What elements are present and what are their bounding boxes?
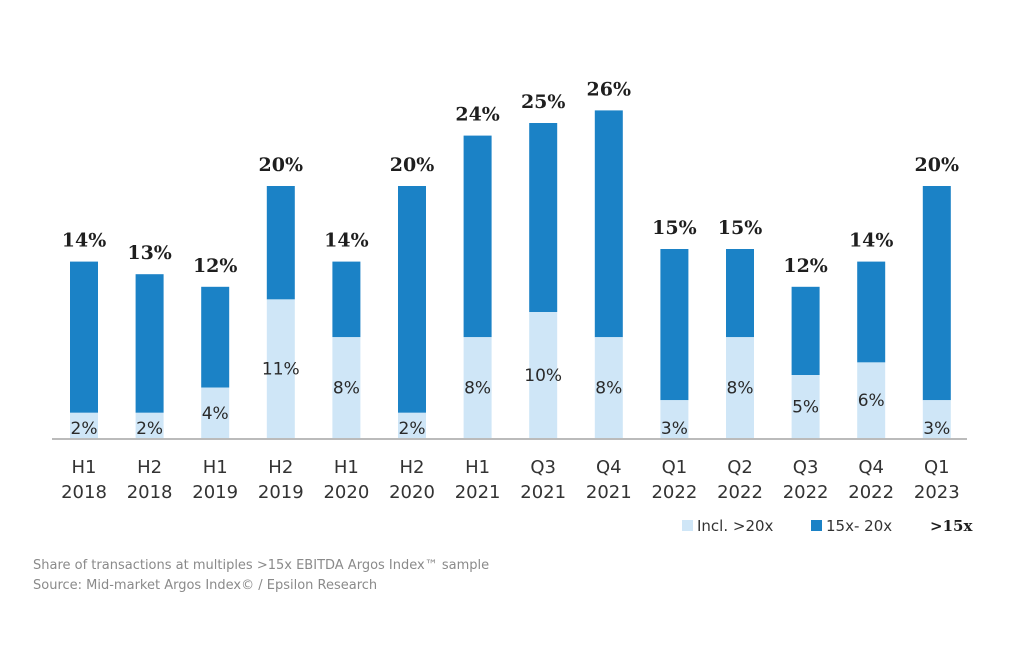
bar-segment-15x-20x	[463, 135, 492, 338]
segment-label: 8%	[333, 379, 360, 399]
total-label: 14%	[62, 230, 107, 252]
bar-segment-incl-20x	[332, 337, 361, 438]
x-tick-label-year: 2022	[783, 482, 829, 503]
x-tick-label-period: H2	[400, 457, 425, 478]
total-label: 25%	[521, 91, 566, 113]
segment-label: 8%	[595, 379, 622, 399]
total-label: 15%	[718, 217, 763, 239]
total-label: 13%	[127, 242, 172, 264]
bar-segment-incl-20x	[398, 412, 426, 438]
x-tick-label-period: Q4	[596, 457, 622, 478]
bar-segment-incl-20x	[201, 387, 230, 438]
total-label: 20%	[259, 154, 304, 176]
total-label: 26%	[587, 78, 632, 100]
x-tick-label-period: Q3	[530, 457, 556, 478]
segment-label: 8%	[727, 379, 754, 399]
total-label: 24%	[455, 104, 500, 126]
x-tick-label-year: 2019	[258, 482, 304, 503]
segment-label: 10%	[524, 366, 562, 386]
x-tick-label-year: 2022	[717, 482, 763, 503]
bar-segment-15x-20x	[398, 186, 426, 413]
x-tick-label-year: 2018	[61, 482, 107, 503]
x-tick-label-period: H1	[203, 457, 228, 478]
bar-segment-15x-20x	[857, 261, 886, 363]
x-tick-label-period: Q2	[727, 457, 753, 478]
legend-swatch-incl-20x	[682, 520, 693, 531]
total-label: 20%	[390, 154, 435, 176]
bar-segment-15x-20x	[726, 249, 754, 338]
bar-segment-incl-20x	[266, 299, 295, 438]
bar-segment-15x-20x	[660, 249, 689, 401]
x-tick-label-year: 2022	[651, 482, 697, 503]
segment-label: 3%	[661, 419, 688, 439]
total-label: 20%	[915, 154, 960, 176]
legend-label-incl-20x: Incl. >20x	[697, 517, 774, 535]
bar-segment-incl-20x	[135, 412, 164, 438]
legend-label-total: >15x	[930, 517, 973, 535]
total-label: 12%	[783, 255, 828, 277]
x-tick-label-year: 2018	[127, 482, 173, 503]
bar-segment-incl-20x	[922, 400, 951, 438]
segment-label: 11%	[262, 360, 300, 380]
x-tick-label-period: H1	[465, 457, 490, 478]
x-tick-label-year: 2021	[520, 482, 566, 503]
total-label: 15%	[652, 217, 697, 239]
bar-segment-15x-20x	[135, 274, 164, 413]
x-tick-label-period: H1	[334, 457, 359, 478]
x-tick-label-period: H1	[72, 457, 97, 478]
segment-label: 3%	[923, 419, 950, 439]
x-tick-label-year: 2022	[848, 482, 894, 503]
x-tick-label-period: H2	[268, 457, 293, 478]
bar-segment-incl-20x	[529, 312, 558, 438]
x-tick-label-year: 2021	[586, 482, 632, 503]
legend-swatch-15x-20x	[811, 520, 822, 531]
x-tick-label-year: 2021	[455, 482, 501, 503]
bar-segment-incl-20x	[463, 337, 492, 438]
total-label: 12%	[193, 255, 238, 277]
bar-segment-incl-20x	[70, 412, 98, 438]
x-tick-label-year: 2020	[389, 482, 435, 503]
segment-label: 5%	[792, 398, 819, 418]
bar-segment-incl-20x	[791, 375, 820, 438]
bar-segment-incl-20x	[594, 337, 623, 438]
bar-segment-incl-20x	[857, 362, 886, 438]
bar-segment-incl-20x	[660, 400, 689, 438]
x-tick-label-period: H2	[137, 457, 162, 478]
segment-label: 2%	[399, 419, 426, 439]
segment-label: 4%	[202, 404, 229, 424]
bar-segment-15x-20x	[70, 261, 98, 413]
total-label: 14%	[849, 230, 894, 252]
bar-segment-15x-20x	[201, 286, 230, 388]
x-tick-label-year: 2019	[192, 482, 238, 503]
segment-label: 2%	[136, 419, 163, 439]
x-tick-label-period: Q1	[662, 457, 688, 478]
bar-segment-15x-20x	[266, 186, 295, 300]
bar-segment-15x-20x	[791, 286, 820, 375]
chart-source: Source: Mid-market Argos Index© / Epsilo…	[33, 578, 378, 593]
bar-segment-15x-20x	[332, 261, 361, 338]
x-tick-label-period: Q4	[858, 457, 884, 478]
x-tick-label-period: Q3	[793, 457, 819, 478]
segment-label: 6%	[858, 391, 885, 411]
segment-label: 8%	[464, 379, 491, 399]
segment-label: 2%	[71, 419, 98, 439]
bar-segment-incl-20x	[726, 337, 754, 438]
x-tick-label-year: 2020	[323, 482, 369, 503]
x-tick-label-period: Q1	[924, 457, 950, 478]
x-tick-label-year: 2023	[914, 482, 960, 503]
bar-segment-15x-20x	[529, 123, 558, 312]
legend-label-15x-20x: 15x- 20x	[826, 517, 892, 535]
chart-caption: Share of transactions at multiples >15x …	[33, 558, 490, 573]
bar-segment-15x-20x	[922, 186, 951, 401]
bar-segment-15x-20x	[594, 110, 623, 338]
total-label: 14%	[324, 230, 369, 252]
